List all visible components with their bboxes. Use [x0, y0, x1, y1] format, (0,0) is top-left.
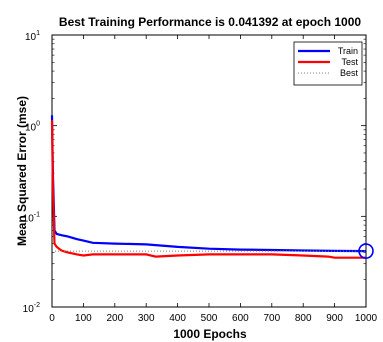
y-axis-label: Mean Squared Error (mse): [15, 96, 29, 246]
x-tick-label: 900: [326, 313, 343, 324]
x-tick-label: 200: [106, 313, 123, 324]
x-tick-label: 0: [49, 313, 55, 324]
legend-box: [293, 41, 363, 86]
x-tick-label: 700: [263, 313, 280, 324]
x-tick-label: 600: [232, 313, 249, 324]
x-tick-label: 400: [169, 313, 186, 324]
series-line-test: [50, 120, 366, 259]
x-tick-label: 800: [295, 313, 312, 324]
x-axis-label: 1000 Epochs: [173, 327, 247, 341]
legend-label-test: Test: [341, 57, 358, 67]
legend-label-best: Best: [340, 68, 359, 78]
x-tick-label: 300: [138, 313, 155, 324]
series-layer: [50, 115, 374, 259]
best-epoch-marker: [358, 243, 374, 259]
x-tick-label: 1000: [355, 313, 378, 324]
series-line-train: [50, 115, 367, 253]
x-tick-label: 100: [75, 313, 92, 324]
legend-label-train: Train: [338, 46, 358, 56]
chart-title: Best Training Performance is 0.041392 at…: [59, 15, 361, 29]
axis-ticks: 0 100 200 300 400 500 600 700 800 900 100010-210-1…: [23, 30, 378, 324]
x-tick-label: 500: [201, 313, 218, 324]
